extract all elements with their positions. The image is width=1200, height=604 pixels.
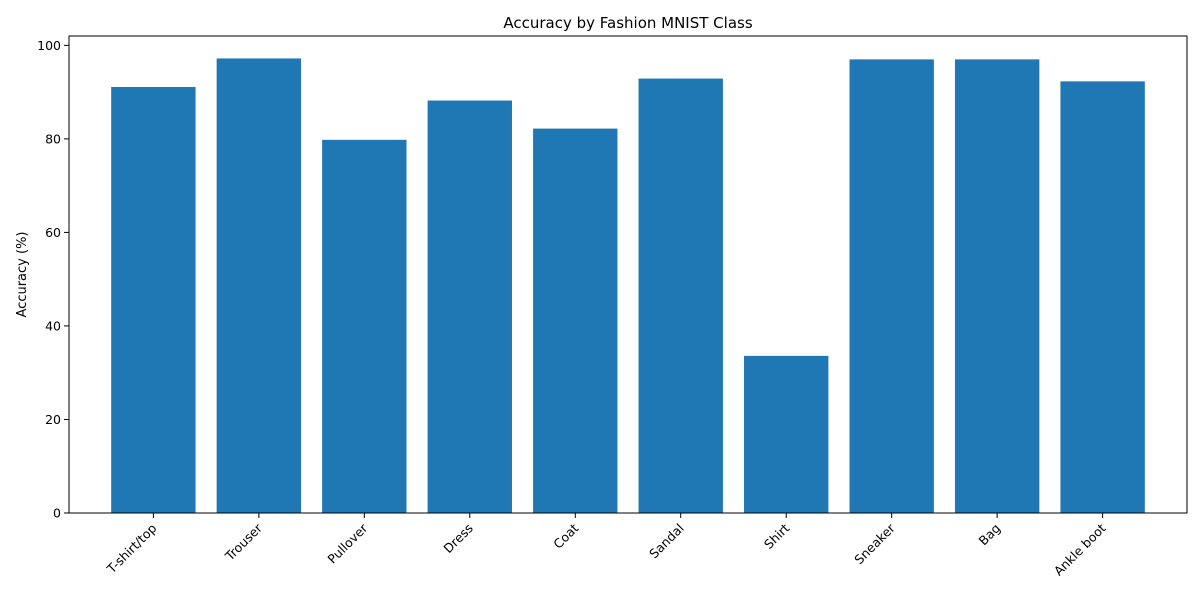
y-tick-label: 40 bbox=[45, 318, 61, 333]
bar bbox=[111, 86, 196, 514]
x-tick-label: Dress bbox=[440, 521, 476, 557]
x-tick-label: T-shirt/top bbox=[103, 520, 159, 576]
y-tick-label: 100 bbox=[37, 38, 61, 53]
bar bbox=[216, 58, 302, 514]
bars-layer bbox=[111, 58, 1145, 514]
bar bbox=[1060, 81, 1145, 514]
y-axis-label: Accuracy (%) bbox=[15, 232, 30, 318]
y-tick-label: 80 bbox=[45, 131, 61, 146]
x-tick-label: Trouser bbox=[221, 520, 265, 564]
x-tick-label: Ankle boot bbox=[1051, 520, 1109, 578]
bar bbox=[638, 78, 723, 514]
x-tick-label: Sneaker bbox=[851, 520, 898, 567]
x-tick-label: Bag bbox=[976, 521, 1004, 549]
bar bbox=[427, 100, 512, 514]
bar bbox=[954, 59, 1040, 513]
y-tick-label: 20 bbox=[45, 412, 61, 427]
bar bbox=[849, 59, 934, 513]
x-tick-label: Shirt bbox=[761, 520, 792, 551]
y-tick-label: 60 bbox=[45, 225, 61, 240]
y-tick-label: 0 bbox=[53, 506, 61, 521]
plot-frame bbox=[68, 35, 1188, 514]
y-ticks-layer: 0 20 40 60 80 100 bbox=[37, 38, 69, 521]
bar bbox=[322, 139, 407, 514]
bar bbox=[533, 128, 618, 513]
x-tick-label: Pullover bbox=[324, 520, 371, 567]
x-ticks-layer: T-shirt/top Trouser Pullover Dress Coat Sanda… bbox=[103, 513, 1109, 578]
x-tick-label: Coat bbox=[550, 520, 581, 551]
bar bbox=[744, 355, 829, 513]
chart-title: Accuracy by Fashion MNIST Class bbox=[503, 14, 752, 32]
x-tick-label: Sandal bbox=[646, 521, 687, 562]
